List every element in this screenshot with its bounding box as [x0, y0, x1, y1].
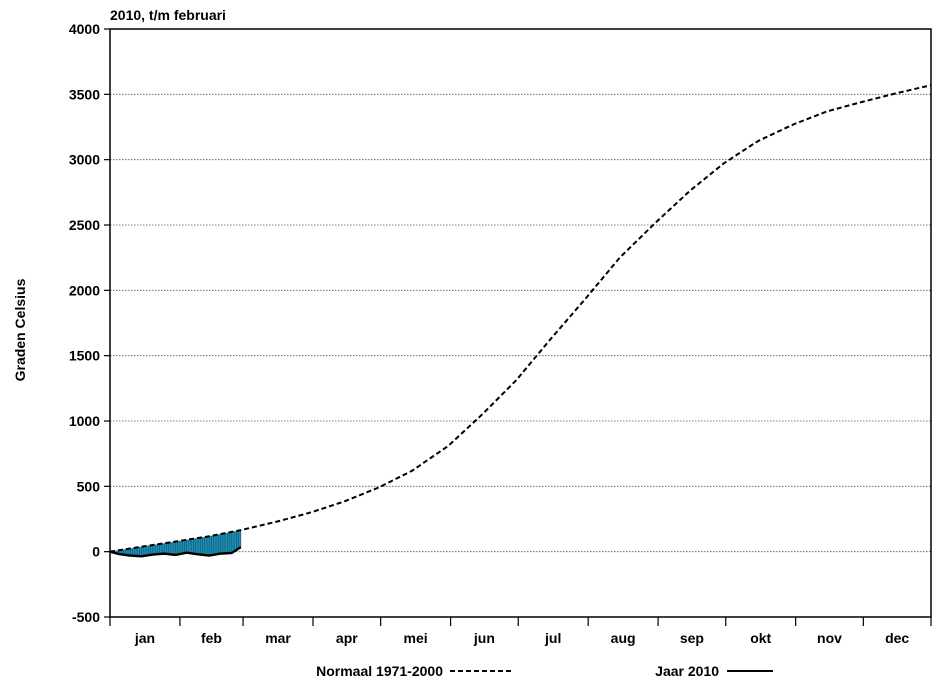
plot-frame	[109, 28, 932, 618]
x-tick-label: mei	[404, 630, 428, 646]
legend: Normaal 1971-2000 Jaar 2010	[316, 663, 773, 679]
y-axis-ticks: -500 0 500 1000 1500 2000 2500 3000 3500 4000	[69, 21, 110, 625]
y-tick-label: 0	[92, 544, 100, 560]
y-tick-label: 4000	[69, 21, 100, 37]
x-tick-label: nov	[817, 630, 842, 646]
x-tick-label: sep	[680, 630, 704, 646]
gridlines	[110, 93, 931, 553]
x-tick-label: jul	[544, 630, 561, 646]
y-tick-label: 2000	[69, 282, 100, 298]
y-tick-label: 2500	[69, 217, 100, 233]
x-tick-label: apr	[336, 630, 358, 646]
x-tick-label: mar	[265, 630, 291, 646]
x-tick-label: aug	[611, 630, 636, 646]
legend-label: Jaar 2010	[655, 663, 719, 679]
series-lines	[109, 84, 932, 558]
series-normaal-line	[109, 84, 932, 553]
x-axis-ticks: jan feb mar apr mei jun jul aug sep okt nov dec	[109, 617, 932, 646]
y-tick-label: 500	[77, 478, 101, 494]
y-axis-label: Graden Celsius	[12, 278, 28, 381]
x-tick-label: feb	[201, 630, 222, 646]
y-tick-label: 3500	[69, 86, 100, 102]
x-tick-label: jan	[134, 630, 155, 646]
chart-title: 2010, t/m februari	[110, 7, 226, 23]
y-tick-label: 1500	[69, 348, 100, 364]
series-jaar-2010-line	[109, 546, 242, 558]
x-tick-label: dec	[885, 630, 909, 646]
y-tick-label: -500	[72, 609, 100, 625]
legend-label: Normaal 1971-2000	[316, 663, 443, 679]
y-tick-label: 3000	[69, 152, 100, 168]
x-tick-label: jun	[473, 630, 495, 646]
y-tick-label: 1000	[69, 413, 100, 429]
x-tick-label: okt	[750, 630, 771, 646]
